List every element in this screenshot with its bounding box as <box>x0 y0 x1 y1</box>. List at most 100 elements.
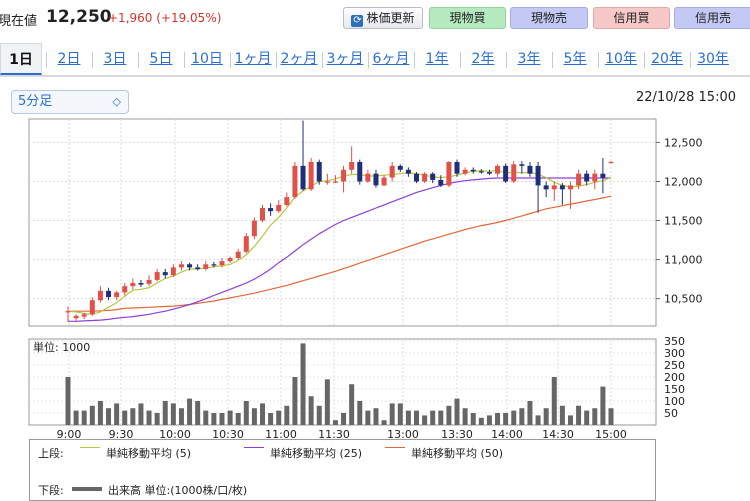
chart-timestamp: 22/10/28 15:00 <box>636 90 736 105</box>
ma5-line <box>67 169 612 315</box>
volume-unit-label: 単位: 1000 <box>33 340 90 354</box>
volume-tick-label: 300 <box>664 347 685 360</box>
margin-buy-button[interactable]: 信用買 <box>593 7 670 29</box>
volume-bar <box>89 405 95 425</box>
candle-body <box>495 165 501 174</box>
tab-period-5[interactable]: 1ヶ月 <box>234 51 272 67</box>
tab-period-15[interactable]: 30年 <box>697 51 729 67</box>
volume-bar <box>535 415 541 425</box>
volume-bar <box>600 386 606 425</box>
candle-body <box>170 267 176 276</box>
volume-bar <box>130 408 136 425</box>
tab-period-2[interactable]: 3日 <box>103 51 127 67</box>
time-tick-label: 10:30 <box>212 428 244 440</box>
interval-select[interactable]: 5分足 ◇ <box>11 90 129 114</box>
volume-bar <box>446 405 452 425</box>
volume-bar <box>300 343 306 425</box>
time-tick-label: 11:30 <box>318 428 350 440</box>
volume-bar <box>324 379 330 425</box>
tab-period-12[interactable]: 5年 <box>563 51 587 67</box>
volume-bar <box>592 408 598 425</box>
candle-body <box>300 165 306 190</box>
candle-body <box>511 164 517 182</box>
volume-bar <box>162 401 168 425</box>
ma50-swatch <box>385 447 405 448</box>
candle-body <box>349 161 355 170</box>
volume-bar <box>122 410 128 425</box>
price-tick-label: 10,500 <box>664 293 703 306</box>
candle-body <box>422 173 428 182</box>
tab-period-9[interactable]: 1年 <box>425 51 449 67</box>
price-label: 現在値 <box>0 14 38 29</box>
ma50-line <box>68 195 612 312</box>
candle-body <box>503 165 509 182</box>
volume-bar <box>527 401 533 425</box>
candle-body <box>413 173 419 182</box>
tab-separator <box>460 52 461 68</box>
tab-period-13[interactable]: 10年 <box>605 51 637 67</box>
tab-separator <box>184 52 185 68</box>
refresh-price-button[interactable]: ⟳ 株価更新 <box>343 7 423 29</box>
price-tick-label: 12,000 <box>664 175 703 188</box>
ma25-line <box>68 177 611 322</box>
tab-separator <box>276 52 277 68</box>
candle-body <box>567 185 573 190</box>
volume-bar <box>316 405 322 425</box>
volume-bar <box>567 415 573 425</box>
volume-bar <box>389 403 395 425</box>
volume-bar <box>413 410 419 425</box>
volume-tick-label: 250 <box>664 359 685 372</box>
candle-body <box>381 177 387 186</box>
candle-body <box>97 290 103 301</box>
candle-body <box>235 251 241 259</box>
tab-period-8[interactable]: 6ヶ月 <box>372 51 410 67</box>
volume-bar <box>211 413 217 425</box>
cash-sell-button[interactable]: 現物売 <box>510 7 588 29</box>
tab-separator <box>690 52 691 68</box>
volume-bar <box>97 401 103 425</box>
candle-body <box>122 286 128 293</box>
tab-separator <box>644 52 645 68</box>
tab-separator <box>322 52 323 68</box>
candle-body <box>162 272 168 276</box>
tab-period-0[interactable]: 1日 <box>0 43 42 75</box>
tab-period-11[interactable]: 3年 <box>517 51 541 67</box>
tab-period-4[interactable]: 10日 <box>191 51 223 67</box>
time-tick-label: 15:00 <box>595 428 627 440</box>
tab-period-3[interactable]: 5日 <box>149 51 173 67</box>
tab-separator <box>552 52 553 68</box>
volume-bar <box>543 408 549 425</box>
volume-bar <box>576 405 582 425</box>
volume-bar <box>511 410 517 425</box>
candle-body <box>592 173 598 182</box>
volume-bar <box>308 396 314 425</box>
candle-body <box>260 208 266 221</box>
tab-period-14[interactable]: 20年 <box>651 51 683 67</box>
candle-body <box>106 290 112 298</box>
candle-body <box>462 169 468 174</box>
tab-period-7[interactable]: 3ヶ月 <box>326 51 364 67</box>
margin-sell-button[interactable]: 信用売 <box>674 7 750 29</box>
volume-bar <box>341 413 347 425</box>
volume-bar <box>73 410 79 425</box>
candle-body <box>308 161 314 190</box>
refresh-icon: ⟳ <box>351 15 364 27</box>
time-tick-label: 11:00 <box>265 428 297 440</box>
candle-body <box>551 185 557 190</box>
period-tabs: 1日 2日 3日 5日 10日 1ヶ月 2ヶ月 3ヶ月 6ヶ月 1年 2年 3年 5年 10年 20年 30年 <box>0 43 750 77</box>
legend-upper-label: 上段: <box>38 447 64 460</box>
tab-period-6[interactable]: 2ヶ月 <box>280 51 318 67</box>
price-tick-label: 12,500 <box>664 136 703 149</box>
volume-bar <box>519 408 525 425</box>
volume-bar <box>551 377 557 425</box>
volume-bar <box>430 410 436 425</box>
candle-body <box>332 181 338 183</box>
tab-period-1[interactable]: 2日 <box>57 51 81 67</box>
volume-tick-label: 200 <box>664 371 685 384</box>
price-tick-label: 11,500 <box>664 215 703 228</box>
tab-period-10[interactable]: 2年 <box>471 51 495 67</box>
candle-body <box>146 279 152 284</box>
cash-buy-button[interactable]: 現物買 <box>429 7 506 29</box>
volume-bar <box>268 413 274 425</box>
volume-bar <box>260 403 266 425</box>
